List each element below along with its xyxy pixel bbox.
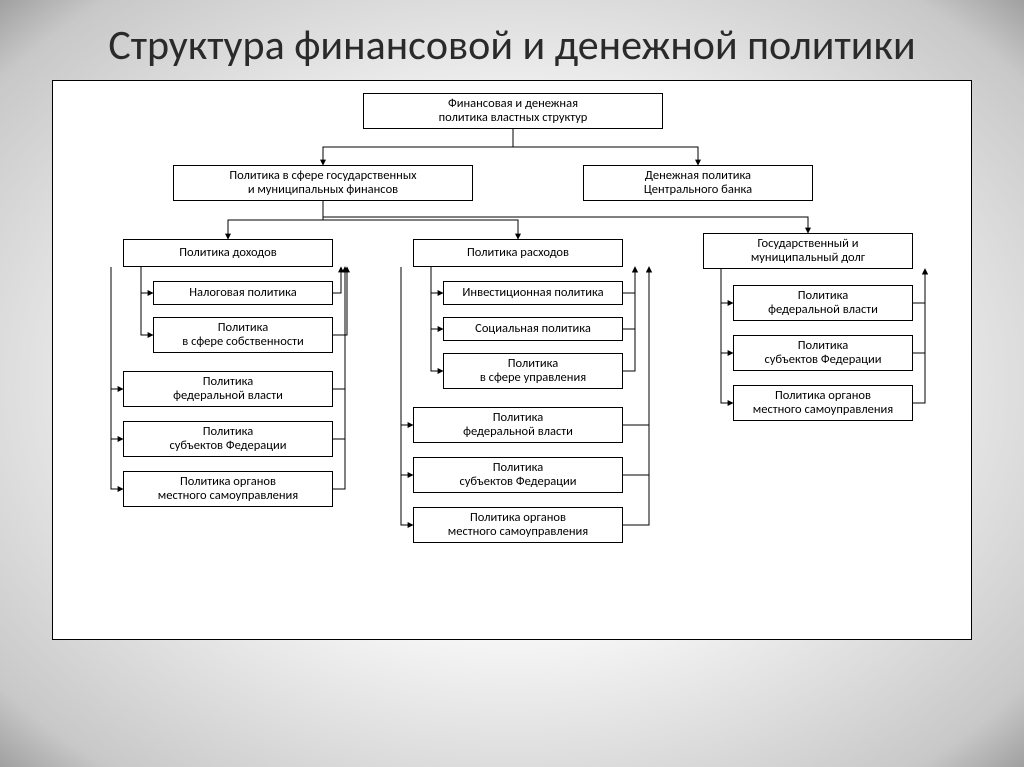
node-inc2: Политикав сфере собственности [153,317,333,353]
node-exp2: Социальная политика [443,317,623,341]
node-gov: Политика в сфере государственныхи муници… [173,165,473,201]
node-debt2: Политикасубъектов Федерации [733,335,913,371]
node-exp5: Политикасубъектов Федерации [413,457,623,493]
node-debt1: Политикафедеральной власти [733,285,913,321]
node-inc5: Политика органовместного самоуправления [123,471,333,507]
node-debt: Государственный имуниципальный долг [703,233,913,269]
node-exp1: Инвестиционная политика [443,281,623,305]
node-inc4: Политикасубъектов Федерации [123,421,333,457]
page-title: Структура финансовой и денежной политики [108,22,915,70]
node-inc3: Политикафедеральной власти [123,371,333,407]
node-root: Финансовая и денежнаяполитика властных с… [363,93,663,129]
node-exp: Политика расходов [413,239,623,267]
node-exp6: Политика органовместного самоуправления [413,507,623,543]
node-inc1: Налоговая политика [153,281,333,305]
node-debt3: Политика органовместного самоуправления [733,385,913,421]
node-exp4: Политикафедеральной власти [413,407,623,443]
node-inc: Политика доходов [123,239,333,267]
node-cb: Денежная политикаЦентрального банка [583,165,813,201]
diagram-canvas: Финансовая и денежнаяполитика властных с… [52,80,972,640]
node-exp3: Политикав сфере управления [443,353,623,389]
